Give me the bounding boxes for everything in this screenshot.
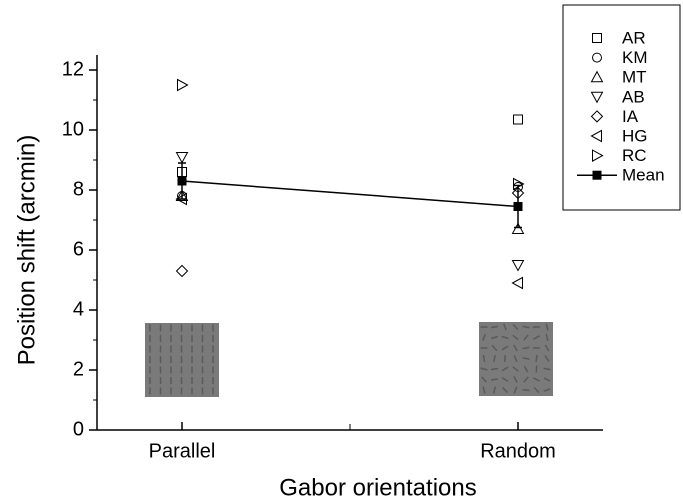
- gabor: [503, 323, 507, 331]
- gabor: [481, 376, 487, 383]
- gabor: [502, 386, 508, 394]
- gabor: [544, 344, 550, 352]
- marker: [511, 276, 523, 290]
- x-tick-label: Random: [480, 440, 556, 462]
- marker: [513, 114, 523, 125]
- gabor: [533, 335, 540, 340]
- gabor: [543, 388, 551, 392]
- gabor: [513, 386, 518, 394]
- legend-marker: [590, 91, 604, 104]
- y-tick-label: 8: [73, 178, 84, 200]
- marker: [175, 264, 189, 278]
- gabor: [523, 365, 529, 373]
- gabor: [545, 323, 549, 331]
- stimulus-random: [479, 322, 553, 396]
- gabor: [535, 354, 538, 363]
- gabor: [533, 377, 540, 382]
- y-tick-label: 10: [62, 118, 84, 140]
- gabor: [501, 335, 509, 340]
- legend-label: IA: [622, 107, 639, 126]
- marker: [175, 152, 189, 164]
- marker: [513, 202, 523, 211]
- y-tick-label: 0: [73, 418, 84, 440]
- y-tick-label: 6: [73, 238, 84, 260]
- gabor: [501, 345, 509, 351]
- y-tick-label: 2: [73, 358, 84, 380]
- y-tick-label: 12: [62, 58, 84, 80]
- gabor: [490, 335, 499, 340]
- gabor: [490, 325, 499, 329]
- gabor: [501, 366, 509, 372]
- gabor: [522, 325, 530, 329]
- marker: [177, 176, 187, 186]
- gabor: [522, 388, 530, 392]
- legend-label: AB: [622, 87, 645, 106]
- marker: [511, 222, 525, 234]
- gabor: [513, 354, 518, 363]
- legend-marker: [590, 129, 602, 143]
- gabor: [523, 334, 529, 341]
- legend-marker: [592, 149, 604, 162]
- gabor: [503, 354, 507, 363]
- gabor: [543, 377, 551, 382]
- gabor: [482, 386, 486, 394]
- x-axis-label: Gabor orientations: [279, 474, 476, 501]
- legend-label: AR: [622, 28, 646, 47]
- gabor: [522, 346, 530, 350]
- legend-label: MT: [622, 68, 647, 87]
- y-axis-label: Position shift (arcmin): [13, 135, 40, 366]
- gabor: [491, 344, 498, 352]
- gabor: [482, 354, 486, 363]
- gabor: [512, 323, 519, 331]
- marker: [177, 78, 189, 92]
- stimulus-parallel: [145, 323, 219, 397]
- legend-marker: [590, 70, 604, 83]
- gabor: [543, 367, 551, 371]
- mean-line: [181, 180, 519, 208]
- gabor: [512, 366, 519, 372]
- gabor: [493, 354, 496, 363]
- gabor: [513, 344, 518, 352]
- gabor: [522, 357, 530, 360]
- legend-marker: [590, 110, 604, 123]
- marker: [511, 260, 525, 272]
- legend-label: Mean: [622, 166, 665, 185]
- gabor: [533, 386, 540, 394]
- marker: [175, 189, 189, 201]
- legend-label: KM: [622, 48, 648, 67]
- gabor: [490, 378, 499, 381]
- gabor: [545, 333, 549, 342]
- legend-label: HG: [622, 126, 648, 145]
- gabor: [492, 386, 497, 394]
- gabor: [490, 367, 499, 371]
- gabor: [544, 355, 550, 362]
- gabor: [512, 334, 519, 341]
- gabor: [480, 367, 488, 371]
- y-tick-label: 4: [73, 298, 84, 320]
- gabor: [501, 377, 509, 382]
- legend-marker: [592, 52, 602, 63]
- legend-marker: [592, 33, 602, 43]
- legend-label: RC: [622, 146, 647, 165]
- gabor: [523, 376, 529, 383]
- gabor: [482, 333, 486, 342]
- legend-marker: [592, 170, 602, 180]
- gabor: [513, 376, 518, 383]
- x-tick-label: Parallel: [149, 440, 216, 462]
